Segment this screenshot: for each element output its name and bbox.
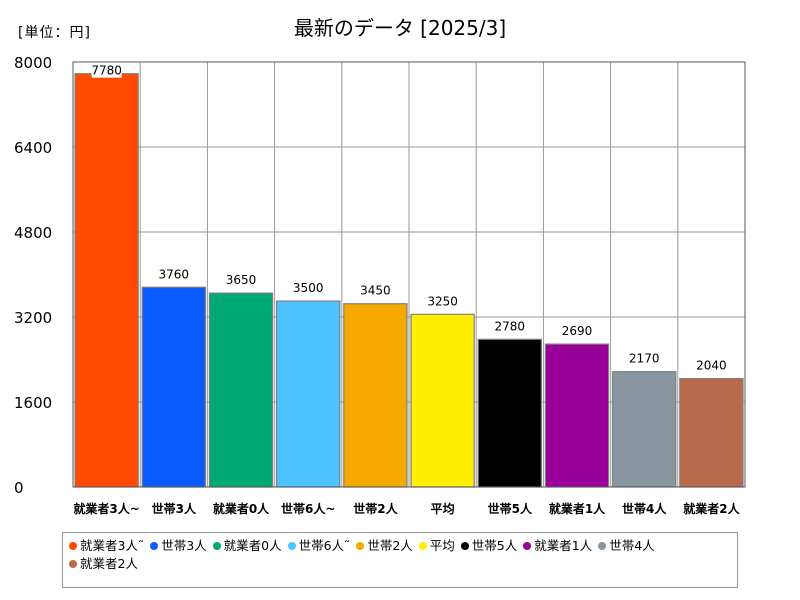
bar-1: [141, 286, 206, 488]
x-tick-label-3: 世帯6人~: [281, 501, 335, 516]
bar-4: [343, 303, 408, 488]
legend-marker-4: [356, 542, 365, 550]
legend-label-5: 平均: [429, 538, 455, 553]
x-tick-label-8: 世帯4人: [622, 501, 667, 516]
legend-marker-2: [212, 542, 221, 550]
bar-9: [679, 378, 744, 488]
y-tick-label-4: 6400: [14, 139, 52, 157]
legend-label-3: 世帯6人˜: [298, 538, 351, 553]
data-label-1: 3760: [159, 267, 190, 281]
legend-label-4: 世帯2人: [367, 538, 413, 553]
data-label-8: 2170: [629, 352, 660, 366]
y-tick-label-0: 0: [14, 479, 24, 497]
data-label-7: 2690: [562, 324, 593, 338]
bar-8: [611, 371, 677, 488]
unit-label: [単位：円]: [18, 25, 91, 41]
bar-6: [477, 338, 543, 488]
legend-label-6: 世帯5人: [471, 538, 518, 553]
x-tick-label-9: 就業者2人: [683, 501, 740, 516]
y-tick-label-2: 3200: [14, 309, 52, 327]
data-label-bg-0: [91, 64, 122, 78]
legend-item-8: 世帯4人: [598, 537, 655, 555]
y-tick-label-1: 1600: [14, 394, 52, 412]
data-label-9: 2040: [696, 359, 727, 373]
legend-marker-1: [150, 542, 159, 550]
data-label-6: 2780: [495, 319, 526, 333]
legend: 就業者3人˜ 世帯3人 就業者0人 世帯6人˜ 世帯2人 平均 世帯5人 就業者1人 世帯4人就…: [62, 532, 738, 588]
legend-marker-5: [418, 542, 427, 550]
data-label-0: 7780: [91, 64, 122, 78]
legend-marker-3: [287, 542, 296, 550]
data-label-4: 3450: [360, 284, 391, 298]
legend-marker-8: [598, 542, 607, 550]
legend-item-7: 就業者1人: [523, 537, 592, 555]
bar-chart: 0 1600 3200 4800 6400 8000 7780 就業者3人~ 3760 世帯3人 3…: [14, 54, 746, 516]
legend-item-3: 世帯6人˜: [287, 537, 351, 555]
bar-2: [208, 292, 274, 488]
legend-label-2: 就業者0人: [223, 538, 282, 553]
legend-marker-7: [523, 542, 532, 550]
x-tick-label-4: 世帯2人: [353, 501, 398, 516]
y-tick-label-5: 8000: [14, 54, 52, 72]
legend-label-8: 世帯4人: [609, 538, 655, 553]
legend-item-9: 就業者2人: [69, 555, 138, 573]
legend-label-0: 就業者3人˜: [80, 538, 145, 553]
legend-marker-6: [460, 542, 469, 550]
x-tick-label-5: 平均: [431, 501, 455, 516]
x-tick-label-2: 就業者0人: [213, 501, 270, 516]
legend-marker-9: [69, 560, 77, 568]
bar-7: [544, 343, 610, 488]
data-label-2: 3650: [226, 273, 257, 287]
legend-item-4: 世帯2人: [356, 537, 413, 555]
bar-0: [74, 73, 139, 488]
chart-title: 最新のデータ [2025/3]: [293, 16, 507, 40]
x-tick-label-6: 世帯5人: [488, 501, 533, 516]
legend-item-2: 就業者0人: [212, 537, 282, 555]
data-label-5: 3250: [427, 294, 458, 308]
y-tick-label-3: 4800: [14, 224, 52, 242]
legend-item-5: 平均: [418, 537, 455, 555]
legend-marker-0: [69, 542, 77, 550]
legend-label-7: 就業者1人: [534, 538, 593, 553]
legend-item-6: 世帯5人: [460, 537, 518, 555]
data-label-3: 3500: [293, 281, 324, 295]
x-tick-label-1: 世帯3人: [152, 501, 197, 516]
bar-3: [276, 300, 341, 488]
legend-item-0: 就業者3人˜: [69, 537, 144, 555]
x-tick-label-0: 就業者3人~: [73, 501, 139, 516]
bar-5: [410, 313, 475, 488]
legend-label-9: 就業者2人: [80, 556, 138, 571]
legend-item-1: 世帯3人: [150, 537, 207, 555]
legend-label-1: 世帯3人: [161, 538, 207, 553]
x-tick-label-7: 就業者1人: [549, 501, 606, 516]
plot-border: [72, 61, 746, 488]
